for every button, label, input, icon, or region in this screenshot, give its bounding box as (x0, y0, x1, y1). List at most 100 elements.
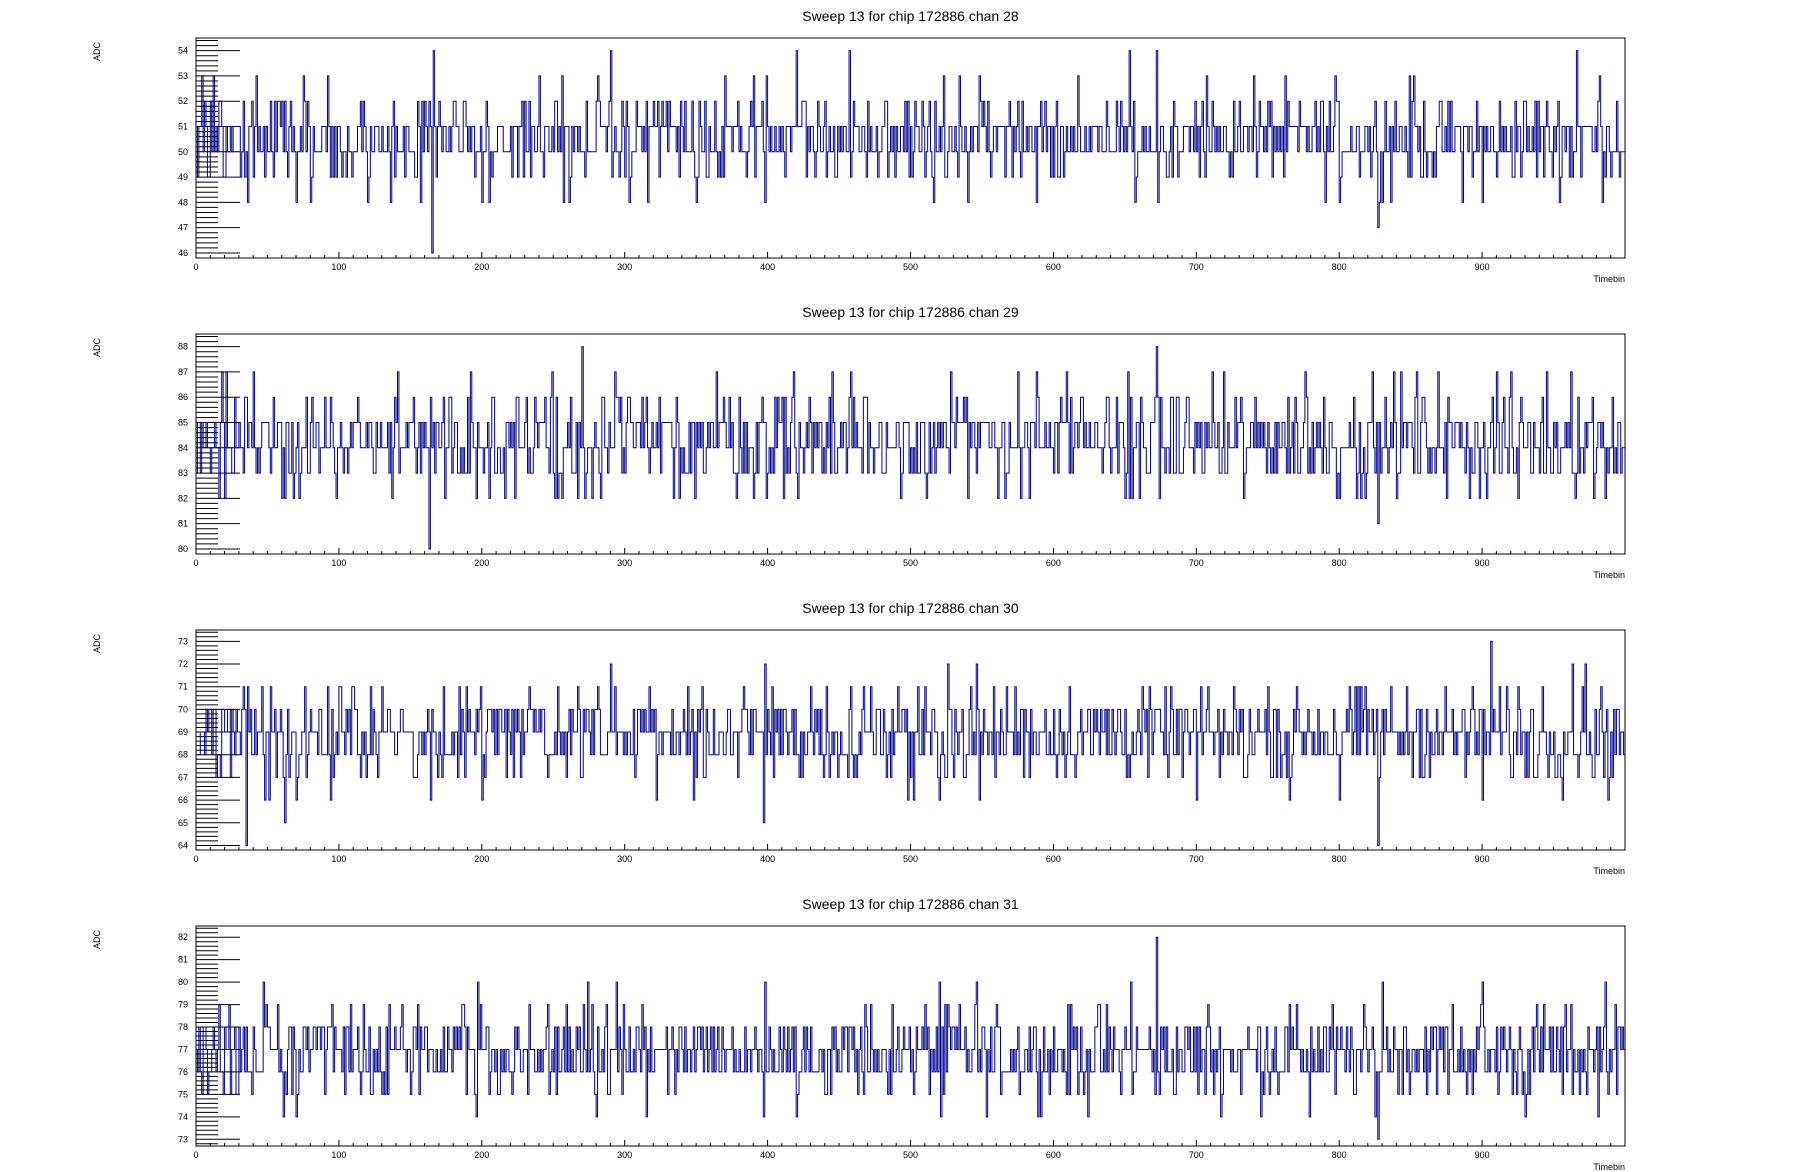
y-tick-label: 73 (178, 1134, 188, 1144)
y-tick-label: 52 (178, 96, 188, 106)
x-tick-label: 700 (1189, 558, 1204, 568)
y-tick-label: 74 (178, 1112, 188, 1122)
x-tick-label: 0 (193, 854, 198, 864)
y-tick-label: 85 (178, 418, 188, 428)
y-tick-label: 82 (178, 932, 188, 942)
y-axis-label: ADC (92, 338, 102, 358)
y-tick-label: 73 (178, 636, 188, 646)
x-tick-label: 0 (193, 262, 198, 272)
x-tick-label: 900 (1475, 854, 1490, 864)
chart-panel-2: Sweep 13 for chip 172886 chan 29 ADC Timeb… (92, 304, 1626, 580)
x-tick-label: 200 (474, 262, 489, 272)
y-tick-label: 67 (178, 772, 188, 782)
y-tick-label: 70 (178, 704, 188, 714)
chart-panel-4: Sweep 13 for chip 172886 chan 31 ADC Timeb… (92, 896, 1626, 1172)
y-tick-label: 50 (178, 147, 188, 157)
series-line (196, 346, 1625, 550)
y-tick-label: 64 (178, 840, 188, 850)
chart-panel-3: Sweep 13 for chip 172886 chan 30 ADC Timeb… (92, 600, 1626, 876)
y-axis-label: ADC (92, 42, 102, 62)
y-tick-label: 88 (178, 342, 188, 352)
y-tick-label: 75 (178, 1089, 188, 1099)
x-tick-label: 800 (1332, 854, 1347, 864)
y-tick-label: 65 (178, 818, 188, 828)
x-tick-label: 600 (1046, 262, 1061, 272)
x-axis-label: Timebin (1593, 1162, 1625, 1172)
chart-title: Sweep 13 for chip 172886 chan 31 (802, 896, 1019, 912)
y-axis-label: ADC (92, 930, 102, 950)
x-tick-label: 0 (193, 1150, 198, 1160)
x-tick-label: 100 (331, 558, 346, 568)
series-line (196, 936, 1625, 1140)
y-tick-label: 76 (178, 1067, 188, 1077)
y-tick-label: 54 (178, 46, 188, 56)
y-tick-label: 83 (178, 468, 188, 478)
x-tick-label: 100 (331, 1150, 346, 1160)
series-line (196, 50, 1625, 254)
y-tick-label: 51 (178, 122, 188, 132)
x-tick-label: 100 (331, 854, 346, 864)
x-tick-label: 500 (903, 262, 918, 272)
y-tick-label: 78 (178, 1022, 188, 1032)
x-tick-label: 600 (1046, 1150, 1061, 1160)
series-line (196, 640, 1625, 846)
x-tick-label: 400 (760, 558, 775, 568)
y-tick-label: 86 (178, 392, 188, 402)
x-tick-label: 800 (1332, 262, 1347, 272)
y-tick-label: 48 (178, 197, 188, 207)
x-axis-label: Timebin (1593, 274, 1625, 284)
y-tick-label: 77 (178, 1044, 188, 1054)
x-tick-label: 900 (1475, 262, 1490, 272)
y-tick-label: 81 (178, 519, 188, 529)
x-tick-label: 500 (903, 1150, 918, 1160)
x-tick-label: 200 (474, 854, 489, 864)
x-tick-label: 300 (617, 854, 632, 864)
chart-title: Sweep 13 for chip 172886 chan 30 (802, 600, 1019, 616)
x-tick-label: 300 (617, 262, 632, 272)
x-tick-label: 800 (1332, 558, 1347, 568)
x-tick-label: 0 (193, 558, 198, 568)
x-tick-label: 900 (1475, 558, 1490, 568)
x-tick-label: 300 (617, 1150, 632, 1160)
x-axis-label: Timebin (1593, 866, 1625, 876)
y-tick-label: 80 (178, 544, 188, 554)
y-tick-label: 87 (178, 367, 188, 377)
chart-title: Sweep 13 for chip 172886 chan 29 (802, 304, 1019, 320)
x-tick-label: 400 (760, 262, 775, 272)
x-tick-label: 200 (474, 1150, 489, 1160)
y-tick-label: 82 (178, 493, 188, 503)
y-tick-label: 84 (178, 443, 188, 453)
y-tick-label: 47 (178, 223, 188, 233)
y-tick-label: 53 (178, 71, 188, 81)
y-tick-label: 79 (178, 1000, 188, 1010)
x-tick-label: 600 (1046, 558, 1061, 568)
x-tick-label: 200 (474, 558, 489, 568)
chart-panel-1: Sweep 13 for chip 172886 chan 28 ADC Timeb… (92, 8, 1626, 284)
x-tick-label: 700 (1189, 1150, 1204, 1160)
y-tick-label: 72 (178, 659, 188, 669)
y-tick-label: 69 (178, 727, 188, 737)
y-tick-label: 81 (178, 955, 188, 965)
x-tick-label: 800 (1332, 1150, 1347, 1160)
y-axis-label: ADC (92, 634, 102, 654)
y-tick-label: 68 (178, 750, 188, 760)
x-tick-label: 500 (903, 558, 918, 568)
x-tick-label: 100 (331, 262, 346, 272)
x-tick-label: 700 (1189, 262, 1204, 272)
x-tick-label: 500 (903, 854, 918, 864)
x-tick-label: 400 (760, 854, 775, 864)
chart-title: Sweep 13 for chip 172886 chan 28 (802, 8, 1019, 24)
x-axis-label: Timebin (1593, 570, 1625, 580)
x-tick-label: 900 (1475, 1150, 1490, 1160)
y-tick-label: 46 (178, 248, 188, 258)
x-tick-label: 400 (760, 1150, 775, 1160)
x-tick-label: 300 (617, 558, 632, 568)
plot-frame (195, 333, 1626, 555)
y-tick-label: 71 (178, 682, 188, 692)
x-tick-label: 700 (1189, 854, 1204, 864)
x-tick-label: 600 (1046, 854, 1061, 864)
y-tick-label: 49 (178, 172, 188, 182)
y-tick-label: 66 (178, 795, 188, 805)
y-tick-label: 80 (178, 977, 188, 987)
